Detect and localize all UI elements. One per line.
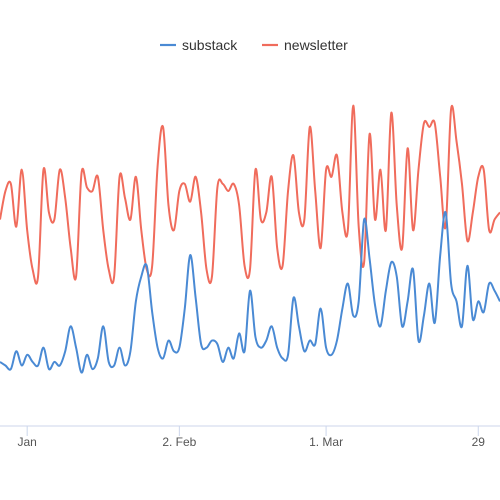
legend-item-substack[interactable]: substack (160, 37, 238, 53)
series-line-newsletter[interactable] (0, 104, 500, 285)
x-tick-label-2: 1. Mar (309, 435, 343, 449)
x-tick-2: 1. Mar (309, 426, 343, 449)
legend-label-newsletter: newsletter (284, 37, 348, 53)
legend-item-newsletter[interactable]: newsletter (262, 37, 348, 53)
plot-area (0, 104, 500, 374)
x-tick-label-3: 29 (472, 435, 486, 449)
x-tick-3: 29 (472, 426, 486, 449)
x-tick-label-0: Jan (17, 435, 36, 449)
legend-label-substack: substack (182, 37, 238, 53)
x-tick-1: 2. Feb (162, 426, 197, 449)
legend[interactable]: substack newsletter (160, 37, 348, 53)
x-tick-0: Jan (17, 426, 37, 449)
x-axis: Jan 2. Feb 1. Mar 29 (17, 426, 485, 449)
x-tick-label-1: 2. Feb (162, 435, 196, 449)
series-line-substack[interactable] (0, 211, 500, 374)
